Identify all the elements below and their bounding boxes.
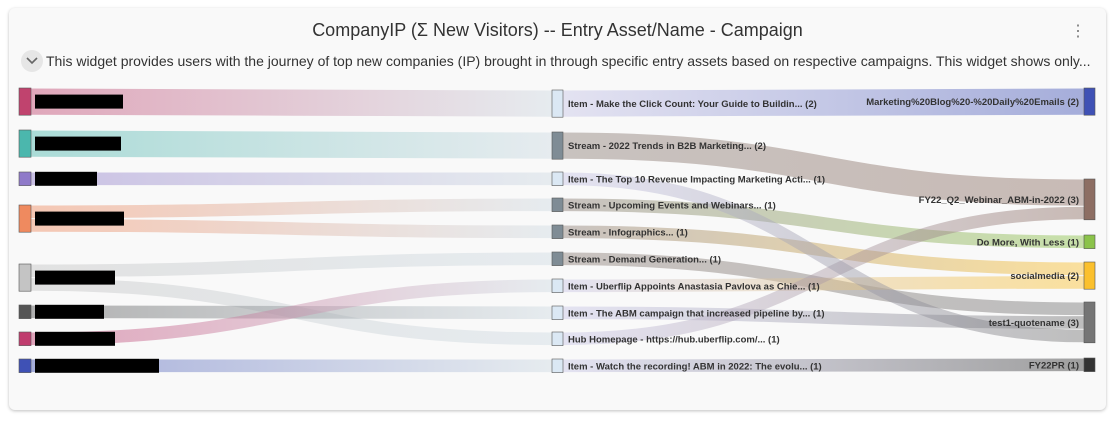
asset-node[interactable]: [551, 224, 564, 239]
links-group: [30, 88, 1085, 373]
campaign-node[interactable]: [1083, 261, 1096, 290]
asset-label: Stream - Upcoming Events and Webinars...…: [568, 200, 776, 211]
campaign-label: socialmedia (2): [1010, 271, 1079, 282]
redacted-company-label: [35, 331, 115, 346]
company-node[interactable]: [18, 263, 32, 292]
campaign-node[interactable]: [1083, 178, 1096, 221]
chevron-down-icon[interactable]: [21, 50, 43, 72]
company-node[interactable]: [18, 171, 32, 186]
flow-link[interactable]: [562, 88, 1085, 117]
campaign-node[interactable]: [1083, 301, 1096, 344]
flow-link[interactable]: [562, 358, 1085, 373]
campaign-label: Do More, With Less (1): [977, 237, 1079, 248]
asset-node[interactable]: [551, 278, 564, 293]
asset-label: Item - Watch the recording! ABM in 2022:…: [568, 361, 822, 372]
redacted-company-label: [35, 270, 115, 285]
description-row: This widget provides users with the jour…: [21, 50, 1093, 72]
campaign-node[interactable]: [1083, 357, 1096, 372]
campaign-node[interactable]: [1083, 87, 1096, 116]
flow-link[interactable]: [562, 276, 1085, 293]
nodes-group: Item - Make the Click Count: Your Guide …: [18, 87, 1096, 373]
asset-label: Item - Make the Click Count: Your Guide …: [568, 99, 817, 110]
asset-node[interactable]: [551, 331, 564, 346]
flow-link[interactable]: [562, 206, 1085, 346]
redacted-company-label: [35, 211, 124, 226]
asset-label: Item - The ABM campaign that increased p…: [568, 308, 825, 319]
redacted-company-label: [35, 304, 104, 319]
redacted-company-label: [35, 358, 159, 373]
flow-link[interactable]: [562, 198, 1085, 249]
more-vertical-icon[interactable]: ⋮: [1070, 23, 1086, 40]
asset-label: Item - Uberflip Appoints Anastasia Pavlo…: [568, 281, 820, 292]
asset-node[interactable]: [551, 358, 564, 373]
campaign-label: Marketing%20Blog%20-%20Daily%20Emails (2…: [866, 97, 1079, 108]
company-node[interactable]: [18, 331, 32, 346]
company-node[interactable]: [18, 204, 32, 233]
campaign-label: test1-quotename (3): [989, 318, 1079, 329]
flow-link[interactable]: [30, 198, 553, 219]
company-node[interactable]: [18, 304, 32, 319]
redacted-company-label: [35, 136, 121, 151]
company-node[interactable]: [18, 358, 32, 373]
asset-label: Item - The Top 10 Revenue Impacting Mark…: [568, 174, 825, 185]
asset-label: Stream - 2022 Trends in B2B Marketing...…: [568, 141, 766, 152]
asset-label: Hub Homepage - https://hub.uberflip.com/…: [568, 334, 780, 345]
redacted-company-label: [35, 94, 123, 109]
flow-link[interactable]: [562, 132, 1085, 206]
asset-label: Stream - Demand Generation... (1): [568, 254, 721, 265]
asset-node[interactable]: [551, 197, 564, 212]
company-node[interactable]: [18, 87, 32, 116]
company-node[interactable]: [18, 129, 32, 158]
asset-node[interactable]: [551, 251, 564, 266]
flow-link[interactable]: [30, 252, 553, 278]
asset-node[interactable]: [551, 305, 564, 320]
widget-title: CompanyIP (Σ New Visitors) -- Entry Asse…: [312, 20, 803, 40]
flow-link[interactable]: [30, 130, 553, 159]
asset-label: Stream - Infographics... (1): [568, 227, 688, 238]
campaign-node[interactable]: [1083, 234, 1096, 249]
asset-node[interactable]: [551, 89, 564, 118]
redacted-company-label: [35, 171, 97, 186]
asset-node[interactable]: [551, 171, 564, 186]
flow-link[interactable]: [30, 88, 553, 117]
asset-node[interactable]: [551, 131, 564, 160]
campaign-label: FY22_Q2_Webinar_ABM-in-2022 (3): [919, 195, 1079, 206]
flow-link[interactable]: [562, 172, 1085, 343]
campaign-label: FY22PR (1): [1029, 360, 1079, 371]
flow-link[interactable]: [30, 279, 553, 346]
flow-link[interactable]: [30, 219, 553, 239]
